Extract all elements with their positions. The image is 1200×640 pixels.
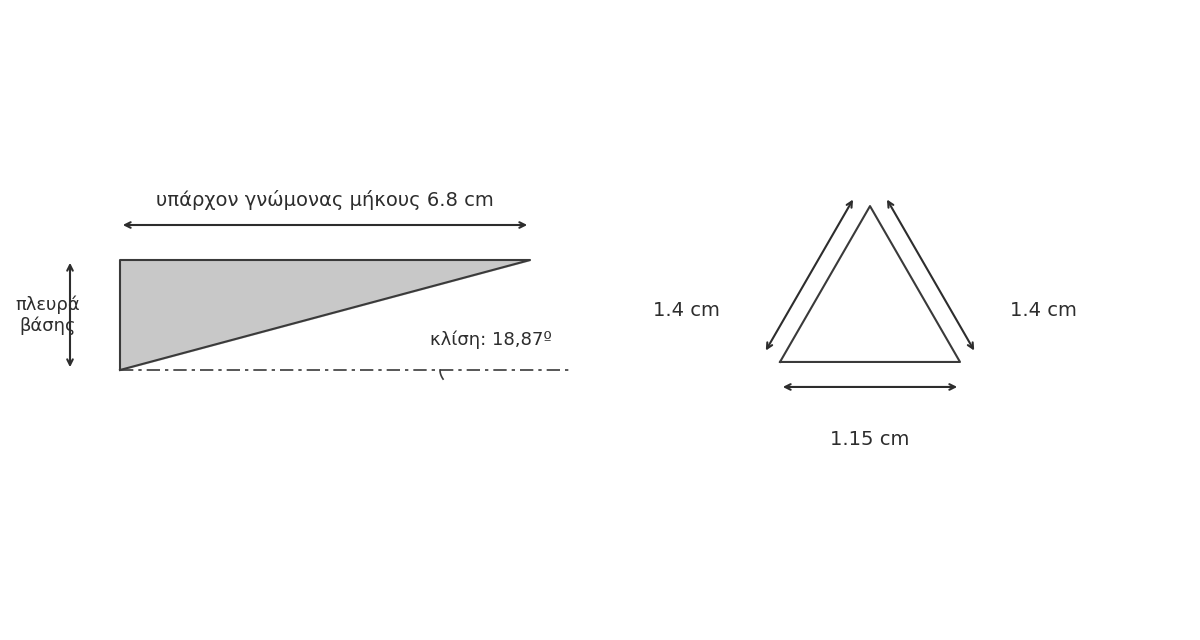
Text: πλευρά
βάσης: πλευρά βάσης bbox=[14, 295, 79, 335]
Polygon shape bbox=[120, 260, 530, 370]
Text: 1.4 cm: 1.4 cm bbox=[653, 301, 720, 319]
Text: υπάρχον γνώμονας μήκους 6.8 cm: υπάρχον γνώμονας μήκους 6.8 cm bbox=[156, 190, 494, 210]
Text: κλίση: 18,87º: κλίση: 18,87º bbox=[430, 331, 552, 349]
Text: 1.4 cm: 1.4 cm bbox=[1010, 301, 1076, 319]
Text: 1.15 cm: 1.15 cm bbox=[830, 430, 910, 449]
